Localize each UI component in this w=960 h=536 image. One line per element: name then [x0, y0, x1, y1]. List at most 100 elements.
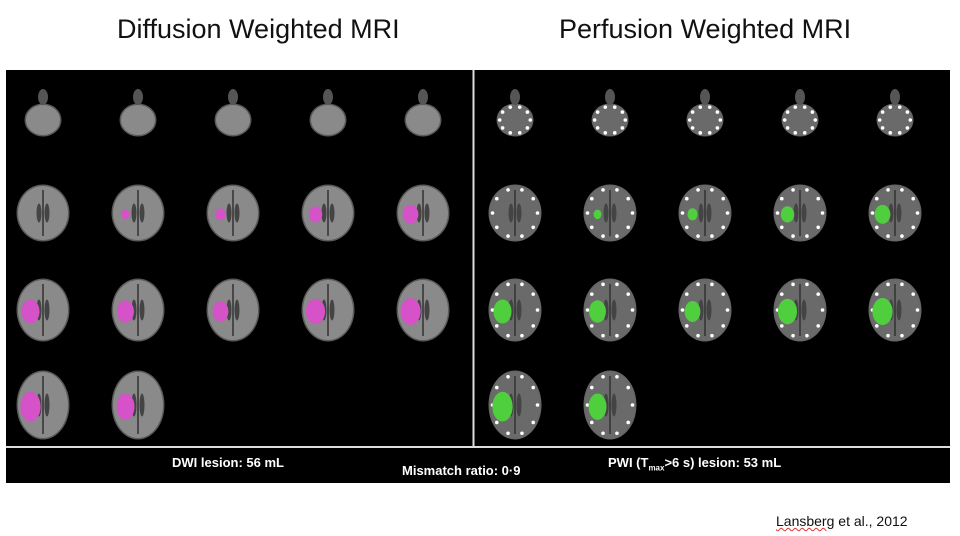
vessel — [698, 105, 703, 109]
lesion — [874, 204, 891, 224]
pwi-prefix: PWI (T — [608, 455, 649, 470]
ventricle — [36, 203, 42, 223]
vessel — [589, 196, 594, 201]
vessel — [508, 105, 513, 109]
vessel — [888, 105, 893, 109]
brain — [688, 105, 722, 135]
vessel — [630, 211, 635, 215]
vessel — [531, 385, 536, 390]
vessel — [874, 324, 879, 328]
brainstem — [605, 89, 615, 105]
vessel — [520, 282, 524, 287]
vessel — [506, 282, 510, 287]
ventricle — [611, 299, 617, 321]
vessel — [494, 196, 499, 201]
vessel — [900, 234, 904, 238]
vessel — [508, 131, 513, 135]
ventricle — [139, 203, 145, 223]
brain — [26, 105, 60, 135]
ventricle — [44, 203, 50, 223]
pwi-suffix: >6 s) lesion: 53 mL — [664, 455, 782, 470]
vessel — [710, 282, 714, 287]
lesion — [589, 300, 606, 323]
ventricle — [424, 299, 430, 321]
vessel — [506, 431, 510, 436]
vessel — [595, 126, 600, 130]
ventricle — [793, 203, 799, 223]
vessel — [816, 196, 821, 201]
brain — [593, 105, 627, 135]
vessel — [589, 324, 594, 328]
brainstem — [228, 89, 238, 105]
brain — [121, 105, 155, 135]
brain — [498, 105, 532, 135]
vessel — [721, 324, 726, 328]
brain-slices — [16, 89, 922, 440]
vessel — [680, 211, 685, 215]
ventricle — [801, 203, 807, 223]
vessel — [589, 420, 594, 425]
lesion — [588, 393, 607, 420]
ventricle — [44, 393, 50, 417]
vessel — [601, 282, 605, 287]
vessel — [589, 225, 594, 230]
ventricle — [706, 299, 712, 321]
brainstem — [418, 89, 428, 105]
brainstem — [38, 89, 48, 105]
vessel — [707, 105, 712, 109]
vessel — [802, 131, 807, 135]
ventricle — [329, 299, 335, 321]
vessel — [506, 333, 510, 338]
vessel — [525, 110, 530, 114]
brain — [783, 105, 817, 135]
vessel — [785, 126, 790, 130]
vessel — [615, 188, 619, 192]
citation-rest: et al., 2012 — [834, 513, 908, 529]
vessel — [615, 234, 619, 238]
ventricle — [516, 393, 522, 417]
brainstem — [700, 89, 710, 105]
vessel — [710, 333, 714, 338]
vessel — [725, 211, 730, 215]
vessel — [816, 292, 821, 296]
vessel — [793, 131, 798, 135]
vessel — [880, 126, 885, 130]
vessel — [494, 324, 499, 328]
vessel — [585, 403, 590, 407]
vessel — [793, 105, 798, 109]
ventricle — [706, 203, 712, 223]
lesion — [117, 300, 134, 323]
vessel — [615, 282, 619, 287]
vessel — [684, 225, 689, 230]
vessel — [615, 431, 619, 436]
vessel — [506, 374, 510, 379]
vessel — [531, 196, 536, 201]
lesion — [687, 208, 698, 221]
vessel — [687, 118, 692, 122]
pwi-subscript: max — [648, 463, 665, 473]
vessel — [911, 196, 916, 201]
brain — [216, 105, 250, 135]
vessel — [517, 105, 522, 109]
vessel — [690, 110, 695, 114]
vessel — [725, 308, 730, 312]
vessel — [500, 126, 505, 130]
vessel — [802, 105, 807, 109]
vessel — [785, 110, 790, 114]
vessel — [535, 211, 540, 215]
vessel — [589, 292, 594, 296]
vessel — [601, 234, 605, 238]
lesion — [21, 299, 40, 324]
vessel — [626, 420, 631, 425]
ventricle — [801, 299, 807, 321]
lesion — [777, 298, 798, 325]
vessel — [820, 211, 825, 215]
right-title: Perfusion Weighted MRI — [559, 14, 852, 44]
vessel — [813, 118, 818, 122]
vessel — [494, 225, 499, 230]
vessel — [886, 333, 890, 338]
lesion — [492, 391, 513, 422]
left-title: Diffusion Weighted MRI — [117, 14, 400, 44]
mismatch-caption: Mismatch ratio: 0·9 — [402, 463, 521, 478]
vessel — [592, 118, 597, 122]
